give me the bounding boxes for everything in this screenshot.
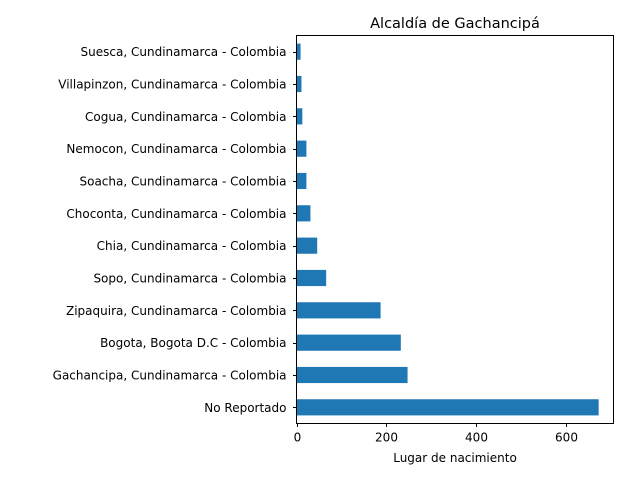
bar-7 <box>296 172 307 190</box>
y-tick-label: Bogota, Bogota D.C - Colombia <box>100 336 286 350</box>
y-axis-ticks: No Reportado Gachancipa, Cundinamarca - C… <box>53 45 297 415</box>
y-tick-label: Cogua, Cundinamarca - Colombia <box>85 110 286 124</box>
y-tick-label: Sopo, Cundinamarca - Colombia <box>93 272 286 286</box>
bar-3 <box>296 302 381 319</box>
bar-1 <box>296 366 408 384</box>
bar-5 <box>296 237 318 254</box>
y-tick-label: Villapinzon, Cundinamarca - Colombia <box>58 78 286 92</box>
bars-group <box>296 43 599 416</box>
bar-8 <box>296 140 307 157</box>
y-tick-label: Zipaquira, Cundinamarca - Colombia <box>66 304 287 318</box>
y-tick-label: Nemocon, Cundinamarca - Colombia <box>66 142 286 156</box>
chart-title: Alcaldía de Gachancipá <box>370 16 540 32</box>
y-tick-label: Choconta, Cundinamarca - Colombia <box>66 207 286 221</box>
bar-6 <box>296 205 311 222</box>
bar-11 <box>296 43 301 60</box>
y-tick-label: No Reportado <box>204 401 286 415</box>
x-axis-ticks: 0 200 400 600 <box>294 423 578 445</box>
y-tick-label: Suesca, Cundinamarca - Colombia <box>81 45 287 59</box>
y-tick-label: Gachancipa, Cundinamarca - Colombia <box>53 369 287 383</box>
x-axis-label: Lugar de nacimiento <box>393 451 517 465</box>
bar-4 <box>296 269 327 287</box>
plot-frame <box>296 35 614 424</box>
y-tick-label: Soacha, Cundinamarca - Colombia <box>79 175 286 189</box>
x-tick-label: 200 <box>375 431 398 445</box>
x-tick-label: 400 <box>465 431 488 445</box>
bar-2 <box>296 334 401 351</box>
y-tick-label: Chia, Cundinamarca - Colombia <box>97 239 287 253</box>
bar-10 <box>296 75 302 93</box>
bar-9 <box>296 108 303 125</box>
bar-0 <box>296 399 599 416</box>
x-tick-label: 600 <box>555 431 578 445</box>
x-tick-label: 0 <box>294 431 302 445</box>
